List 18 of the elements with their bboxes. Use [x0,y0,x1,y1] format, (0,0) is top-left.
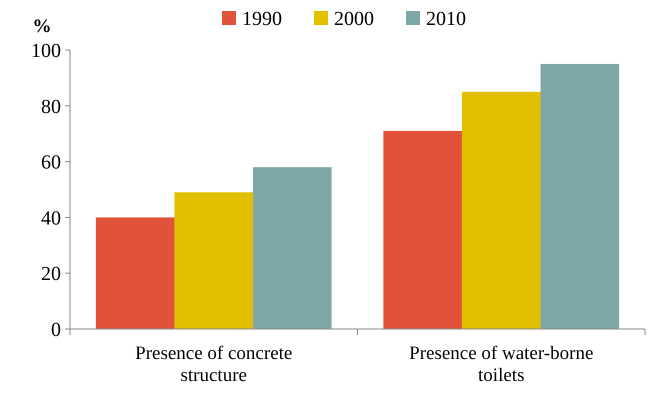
bar [253,167,332,329]
x-tick-label: Presence of water-borne toilets [409,343,594,386]
bar [174,192,254,329]
y-tick-label: 60 [41,152,61,174]
y-tick-label: 40 [41,207,61,230]
x-tick-label: Presence of concrete structure [135,343,292,386]
bar [383,130,462,329]
y-tick-label: 80 [41,96,61,118]
bar [540,64,620,329]
bar [462,92,541,329]
y-axis-title: % [32,16,52,37]
y-tick-label: 20 [41,263,61,286]
legend-label: 2000 [334,8,374,30]
y-tick-label: 100 [31,40,61,62]
legend-label: 1990 [242,8,282,30]
legend-label: 2010 [426,8,466,30]
y-tick-label: 0 [51,319,61,341]
bar [96,217,174,329]
